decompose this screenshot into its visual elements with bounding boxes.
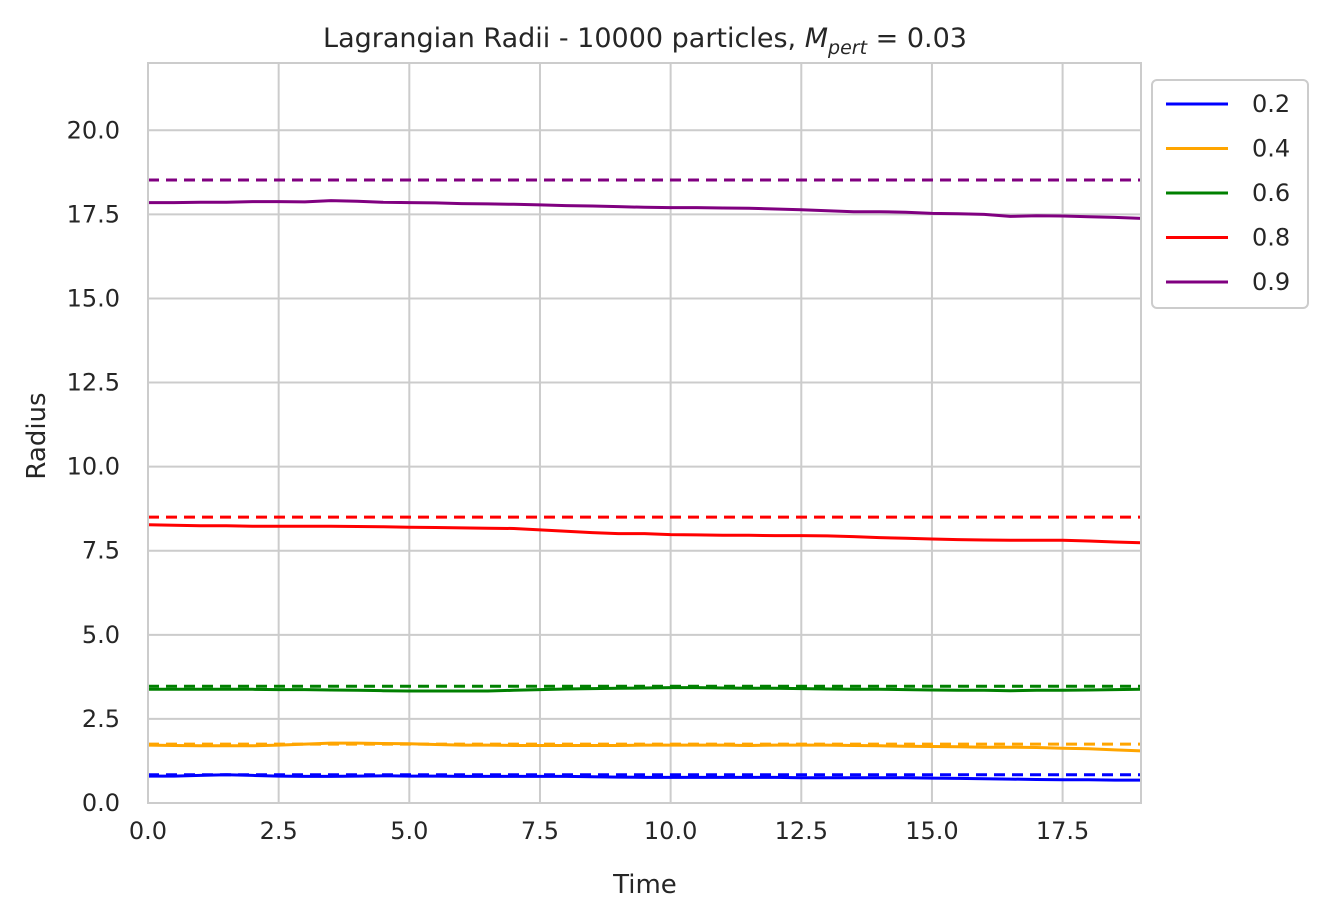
legend-label-0.4: 0.4 <box>1252 135 1290 163</box>
y-tick-label: 15.0 <box>67 284 120 312</box>
x-tick-label: 5.0 <box>390 817 428 845</box>
series-line-0.9 <box>148 199 1142 220</box>
title-tail: = 0.03 <box>867 23 967 54</box>
legend-label-0.2: 0.2 <box>1252 90 1290 118</box>
legend: 0.2 0.4 0.6 0.8 0.9 <box>1151 79 1309 309</box>
title-math-subscript: pert <box>827 37 869 59</box>
legend-label-0.8: 0.8 <box>1252 224 1290 252</box>
legend-box <box>1151 79 1309 309</box>
y-tick-label: 10.0 <box>67 453 120 481</box>
x-tick-label: 7.5 <box>521 817 559 845</box>
x-tick-label: 10.0 <box>644 817 697 845</box>
chart-title: Lagrangian Radii - 10000 particles, Mper… <box>323 23 967 59</box>
x-tick-labels: 0.0 2.5 5.0 7.5 10.0 12.5 15.0 17.5 <box>129 817 1089 845</box>
grid-lines <box>147 63 1141 804</box>
y-tick-label: 7.5 <box>82 537 120 565</box>
y-tick-labels: 0.0 2.5 5.0 7.5 10.0 12.5 15.0 17.5 20.0 <box>67 116 120 817</box>
legend-label-0.9: 0.9 <box>1252 268 1290 296</box>
x-axis-label: Time <box>612 870 677 900</box>
y-tick-label: 17.5 <box>67 200 120 228</box>
series-lines <box>147 199 1142 782</box>
series-line-0.4 <box>147 741 1142 753</box>
x-tick-label: 17.5 <box>1036 817 1089 845</box>
series-line-0.8 <box>147 523 1142 545</box>
legend-label-0.6: 0.6 <box>1252 179 1290 207</box>
title-main: Lagrangian Radii - 10000 particles, <box>323 23 805 54</box>
x-tick-label: 2.5 <box>260 817 298 845</box>
x-tick-label: 12.5 <box>775 817 828 845</box>
series-line-0.2 <box>148 773 1141 782</box>
series-line-0.6 <box>148 686 1142 693</box>
y-tick-label: 5.0 <box>82 621 120 649</box>
y-axis-label: Radius <box>22 392 52 479</box>
x-tick-label: 0.0 <box>129 817 167 845</box>
y-tick-label: 12.5 <box>67 369 120 397</box>
y-tick-label: 2.5 <box>82 705 120 733</box>
x-tick-label: 15.0 <box>905 817 958 845</box>
y-tick-label: 0.0 <box>82 789 120 817</box>
title-math-symbol: M <box>805 23 828 54</box>
y-tick-label: 20.0 <box>67 116 120 144</box>
plot-frame <box>147 62 1142 804</box>
